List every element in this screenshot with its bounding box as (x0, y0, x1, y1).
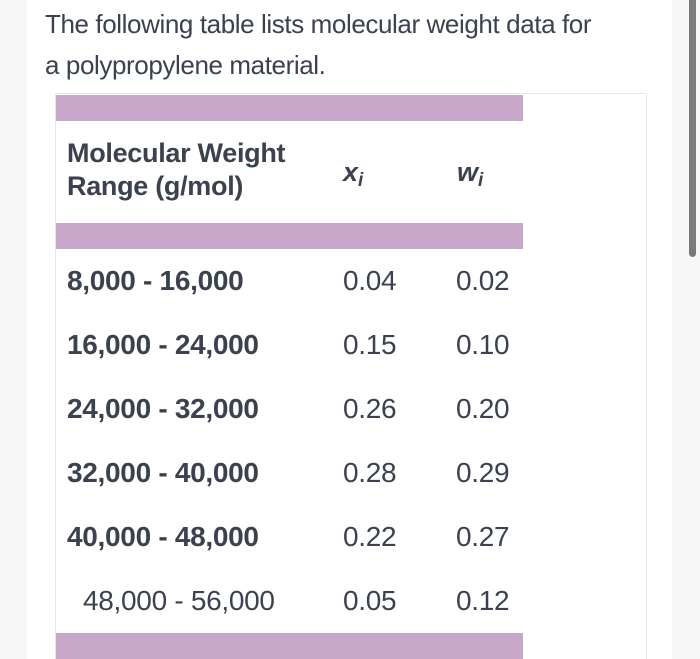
table-row: 48,000 - 56,000 0.05 0.12 (56, 569, 646, 633)
table-top-band (56, 95, 523, 121)
wi-subscript: i (478, 170, 484, 191)
scrollbar-thumb[interactable] (689, 0, 696, 257)
xi-symbol: x (343, 157, 359, 187)
xi-subscript: i (358, 170, 364, 191)
wi-cell: 0.27 (456, 521, 510, 552)
wi-cell: 0.10 (456, 329, 510, 360)
wi-cell: 0.12 (456, 585, 510, 616)
intro-line-1: The following table lists molecular weig… (45, 9, 592, 39)
table-bottom-band (56, 633, 523, 659)
range-cell: 8,000 - 16,000 (67, 265, 244, 296)
wi-cell: 0.20 (456, 393, 510, 424)
column-header-wi: wi (457, 156, 483, 197)
left-margin-strip (0, 0, 27, 659)
wi-symbol: w (457, 157, 479, 187)
range-cell: 48,000 - 56,000 (83, 585, 275, 616)
table-row: 40,000 - 48,000 0.22 0.27 (56, 505, 646, 569)
wi-cell: 0.29 (456, 457, 510, 488)
xi-cell: 0.28 (343, 457, 397, 488)
intro-line-2: a polypropylene material. (45, 50, 326, 80)
column-header-range: Molecular Weight Range (g/mol) (67, 137, 286, 203)
xi-cell: 0.05 (343, 585, 397, 616)
table-row: 8,000 - 16,000 0.04 0.02 (56, 249, 646, 313)
column-header-xi: xi (343, 156, 363, 197)
column-header-range-line2: Range (g/mol) (67, 171, 244, 201)
range-cell: 40,000 - 48,000 (67, 521, 259, 552)
intro-text: The following table lists molecular weig… (45, 4, 592, 86)
xi-cell: 0.26 (343, 393, 397, 424)
table-row: 24,000 - 32,000 0.26 0.20 (56, 377, 646, 441)
xi-cell: 0.15 (343, 329, 397, 360)
range-cell: 16,000 - 24,000 (67, 329, 259, 360)
table-row: 16,000 - 24,000 0.15 0.10 (56, 313, 646, 377)
xi-cell: 0.22 (343, 521, 397, 552)
xi-cell: 0.04 (343, 265, 397, 296)
wi-cell: 0.02 (456, 265, 510, 296)
data-table-card: Molecular Weight Range (g/mol) xi wi 8,0… (55, 93, 647, 659)
table-body: 8,000 - 16,000 0.04 0.02 16,000 - 24,000… (56, 249, 646, 633)
table-row: 32,000 - 40,000 0.28 0.29 (56, 441, 646, 505)
column-header-range-line1: Molecular Weight (67, 138, 286, 168)
range-cell: 32,000 - 40,000 (67, 457, 259, 488)
table-header-divider-band (56, 223, 523, 249)
range-cell: 24,000 - 32,000 (67, 393, 259, 424)
